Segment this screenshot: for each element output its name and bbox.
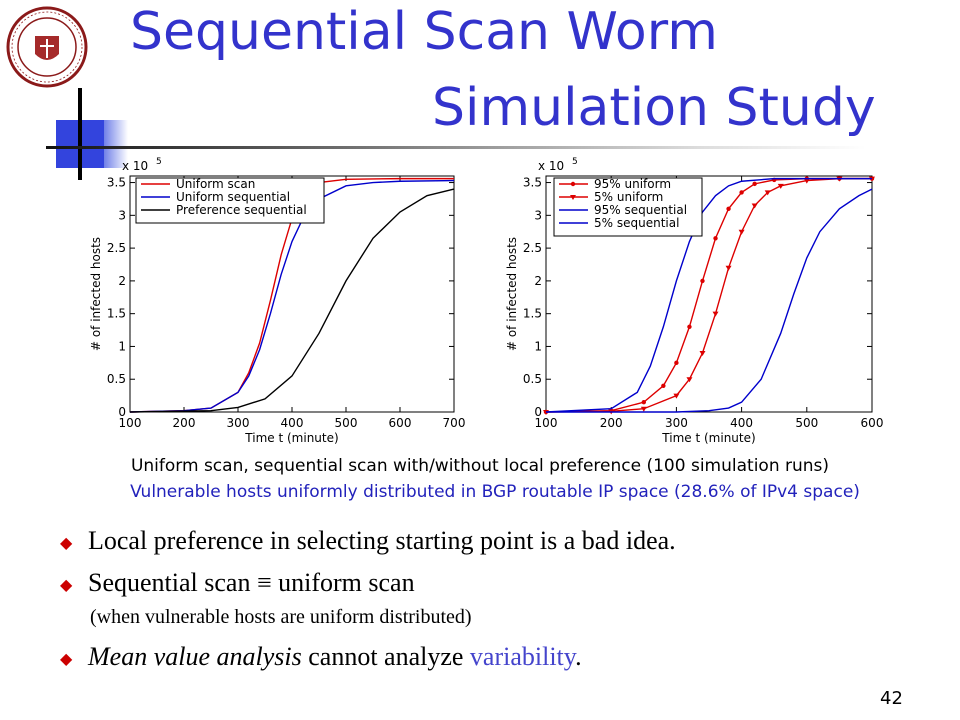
- y-axis-label: # of infected hosts: [89, 237, 103, 351]
- x-tick-label: 500: [335, 416, 358, 430]
- y-tick-label: 1: [118, 339, 126, 353]
- series-point: [700, 278, 705, 284]
- series-point: [725, 265, 732, 271]
- sub-bullet-note: (when vulnerable hosts are uniform distr…: [90, 606, 472, 628]
- x-tick-label: 400: [281, 416, 304, 430]
- legend-label: 95% sequential: [594, 203, 687, 217]
- y-tick-label: 1.5: [523, 307, 542, 321]
- page-title-line1: Sequential Scan Worm: [130, 2, 718, 62]
- y-tick-label: 3.5: [107, 176, 126, 190]
- chart-right: x 10 5 0 0.5 1 1.5 2 2.5 3 3.5 100 200 300 400 500 600 T…: [490, 148, 890, 452]
- legend-label: Uniform scan: [176, 177, 255, 191]
- y-tick-label: 0.5: [523, 372, 542, 386]
- y-tick-label: 3: [534, 208, 542, 222]
- chart-left: x 10 5 0 0.5 1 1.5 2 2.5 3 3.5 100 200 300 400 500 600 7…: [78, 148, 478, 452]
- y-axis-label: # of infected hosts: [505, 237, 519, 351]
- y-tick-label: 2: [118, 274, 126, 288]
- series-point: [640, 406, 647, 412]
- bullet-local-preference: ◆ Local preference in selecting starting …: [60, 526, 676, 556]
- series-point: [738, 229, 745, 235]
- legend-label: 95% uniform: [594, 177, 671, 191]
- series-line-2: [129, 188, 455, 413]
- y-tick-label: 2.5: [523, 241, 542, 255]
- y-tick-label: 1.5: [107, 307, 126, 321]
- legend-label: Preference sequential: [176, 203, 307, 217]
- series-point: [713, 236, 718, 241]
- x-tick-label: 400: [730, 416, 753, 430]
- bullet-text-prefix: Sequential scan: [88, 568, 257, 597]
- series-point: [687, 324, 692, 329]
- title-decoration-fade: [104, 120, 128, 168]
- legend-label: Uniform sequential: [176, 190, 290, 204]
- x-tick-label: 100: [535, 416, 558, 430]
- page-number: 42: [880, 688, 903, 709]
- series-line-1: [129, 179, 455, 413]
- y-tick-label: 3: [118, 208, 126, 222]
- y-exponent-label: 5: [156, 157, 162, 167]
- series-point: [764, 190, 771, 196]
- x-tick-label: 200: [173, 416, 196, 430]
- legend-marker: [570, 195, 576, 200]
- legend-label: 5% uniform: [594, 190, 663, 204]
- legend-box: [553, 177, 703, 237]
- figure-caption-note: Vulnerable hosts uniformly distributed i…: [130, 482, 860, 502]
- figure-caption: Uniform scan, sequential scan with/witho…: [130, 456, 830, 476]
- title-divider: [46, 146, 866, 149]
- bullet-text-middle: cannot analyze: [301, 642, 470, 671]
- series-point: [803, 178, 810, 184]
- x-tick-label: 600: [861, 416, 884, 430]
- page-title-line2: Simulation Study: [432, 78, 876, 138]
- bullet-highlight-term: variability: [469, 642, 576, 671]
- diamond-bullet-icon: ◆: [60, 535, 73, 553]
- bullet-mean-value: ◆ Mean value analysis cannot analyze vari…: [60, 642, 582, 672]
- series-point: [726, 206, 731, 211]
- y-tick-label: 0: [118, 405, 126, 419]
- series-point: [712, 311, 719, 317]
- chart-right-svg: x 10 5 0 0.5 1 1.5 2 2.5 3 3.5 100 200 300 400 500 600 T…: [505, 157, 884, 445]
- x-tick-label: 500: [795, 416, 818, 430]
- series-point: [751, 203, 758, 209]
- x-tick-label: 200: [600, 416, 623, 430]
- series-point: [739, 190, 744, 195]
- y-tick-label: 0.5: [107, 372, 126, 386]
- y-tick-label: 0: [534, 405, 542, 419]
- x-axis-label: Time t (minute): [244, 431, 338, 445]
- diamond-bullet-icon: ◆: [60, 651, 73, 669]
- series-point: [686, 377, 693, 383]
- bullet-text: Local preference in selecting starting p…: [88, 526, 676, 555]
- x-tick-label: 300: [665, 416, 688, 430]
- series-point: [777, 183, 784, 189]
- legend-marker: [570, 181, 576, 187]
- bullet-text-end: .: [575, 642, 582, 671]
- x-tick-label: 300: [227, 416, 250, 430]
- y-exponent-label: 5: [572, 157, 578, 167]
- x-tick-label: 100: [119, 416, 142, 430]
- bullet-sequential-scan: ◆ Sequential scan ≡ uniform scan: [60, 568, 415, 598]
- y-multiplier-label: x 10: [122, 159, 148, 173]
- y-tick-label: 2.5: [107, 241, 126, 255]
- y-multiplier-label: x 10: [538, 159, 564, 173]
- series-point: [641, 399, 646, 405]
- y-tick-label: 1: [534, 339, 542, 353]
- university-seal-icon: [6, 6, 88, 88]
- x-tick-label: 700: [443, 416, 466, 430]
- y-tick-label: 3.5: [523, 176, 542, 190]
- series-point: [673, 393, 680, 399]
- legend-box: [135, 177, 325, 224]
- title-decoration-vline: [78, 88, 82, 180]
- x-axis-label: Time t (minute): [661, 431, 755, 445]
- y-tick-label: 2: [534, 274, 542, 288]
- x-tick-label: 600: [389, 416, 412, 430]
- diamond-bullet-icon: ◆: [60, 577, 73, 595]
- series-point: [674, 360, 679, 366]
- series-point: [699, 351, 706, 356]
- bullet-italic-term: Mean value analysis: [88, 642, 302, 671]
- series-point: [752, 181, 757, 187]
- series-line-3: [546, 188, 873, 413]
- legend-label: 5% sequential: [594, 216, 679, 230]
- equivalence-symbol: ≡: [256, 568, 272, 597]
- chart-left-svg: x 10 5 0 0.5 1 1.5 2 2.5 3 3.5 100 200 300 400 500 600 7…: [89, 157, 466, 445]
- series-point: [661, 383, 666, 388]
- bullet-text-suffix: uniform scan: [271, 568, 415, 597]
